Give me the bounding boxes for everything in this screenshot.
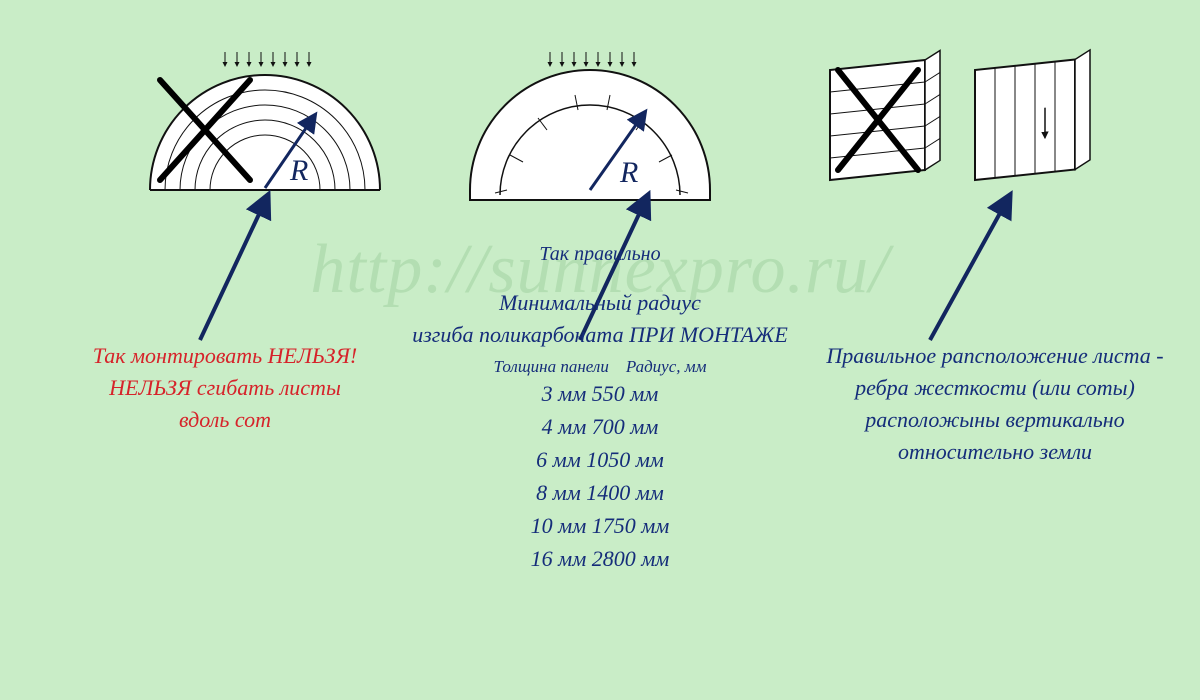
left-line-1: Так монтировать НЕЛЬЗЯ!	[60, 340, 390, 372]
arch-right-diagram: R	[470, 52, 710, 200]
left-line-2: НЕЛЬЗЯ сгибать листы	[60, 372, 390, 404]
left-line-3: вдоль сот	[60, 404, 390, 436]
right-line-1: Правильное рапсположение листа -	[820, 340, 1170, 372]
mid-caption: Так правильно Минимальный радиус изгиба …	[410, 240, 790, 575]
right-caption: Правильное рапсположение листа - ребра ж…	[820, 340, 1170, 468]
svg-text:R: R	[619, 156, 638, 189]
right-line-3: расположыны вертикально	[820, 404, 1170, 436]
mid-correct-label: Так правильно	[410, 240, 790, 269]
mid-title-1: Минимальный радиус	[410, 287, 790, 319]
panel-right-diagram	[975, 50, 1090, 180]
radius-row: 16 мм 2800 мм	[410, 542, 790, 575]
right-line-2: ребра жесткости (или соты)	[820, 372, 1170, 404]
radius-row: 4 мм 700 мм	[410, 410, 790, 443]
radius-table: 3 мм 550 мм4 мм 700 мм6 мм 1050 мм8 мм 1…	[410, 377, 790, 575]
right-line-4: относительно земли	[820, 436, 1170, 468]
panel-wrong-diagram	[830, 50, 940, 180]
mid-table-head: Толщина панели Радиус, мм	[410, 357, 790, 377]
left-caption: Так монтировать НЕЛЬЗЯ! НЕЛЬЗЯ сгибать л…	[60, 340, 390, 436]
radius-row: 10 мм 1750 мм	[410, 509, 790, 542]
radius-row: 6 мм 1050 мм	[410, 443, 790, 476]
mid-title-2: изгиба поликарбоната ПРИ МОНТАЖЕ	[410, 319, 790, 351]
arch-wrong-diagram: R	[150, 52, 380, 190]
radius-row: 8 мм 1400 мм	[410, 476, 790, 509]
radius-row: 3 мм 550 мм	[410, 377, 790, 410]
svg-text:R: R	[289, 154, 308, 187]
